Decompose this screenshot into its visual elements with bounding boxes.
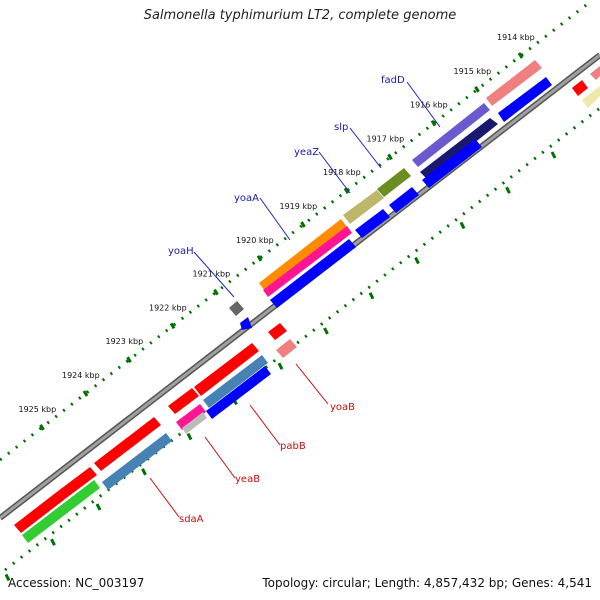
inner-long-tick [277,362,284,370]
tick-label: 1915 kbp [454,67,492,76]
tick-label: 1914 kbp [497,33,535,42]
outer-long-tick [474,86,480,93]
cds-yoaA[interactable] [355,209,390,238]
inner-long-tick [50,538,56,546]
label-yoaH: yoaH [168,246,194,257]
gene-right-pink[interactable] [590,66,600,80]
gene-yoaH[interactable] [229,301,244,316]
tick-label: 1918 kbp [323,168,361,177]
gene-yeaB-silver[interactable] [182,412,207,434]
label-sdaA: sdaA [179,514,204,525]
label-yeaB: yeaB [235,474,260,485]
outer-long-tick [256,255,263,262]
inner-tick-track [4,106,600,572]
gene-left-red[interactable] [14,491,65,533]
outer-long-tick [126,356,132,363]
inner-long-tick [323,327,329,335]
label-yoaA: yoaA [234,193,259,204]
gene-slp[interactable] [377,168,411,197]
outer-long-ticks [39,52,524,431]
gene-yeaB-pink[interactable] [176,404,206,430]
gene-yoaA-pink[interactable] [263,226,352,297]
label-pabB: pabB [280,441,306,452]
gene-right-khaki[interactable] [582,86,600,108]
outer-long-tick [213,288,219,296]
cds-pabB[interactable] [206,366,271,419]
tick-label: 1925 kbp [19,405,57,414]
cds-fadD[interactable] [420,118,498,180]
outer-long-tick [169,322,176,330]
gene-yoaB[interactable] [268,323,287,340]
gene-top-pink[interactable] [486,60,542,106]
reverse-strand-features [14,323,297,543]
gene-sdaA-steel[interactable] [102,433,172,490]
tick-label: 1922 kbp [149,303,187,312]
inner-long-tick [186,432,193,441]
outer-long-tick [387,153,393,161]
gene-pabB-steel[interactable] [203,355,268,408]
cds-top-blue[interactable] [498,77,552,122]
inner-long-tick [95,503,102,511]
label-yeaZ: yeaZ [294,147,319,158]
genome-summary-text: Topology: circular; Length: 4,857,432 bp… [262,576,592,590]
outer-long-tick [39,424,45,431]
gene-right-red[interactable] [572,80,588,96]
accession-text: Accession: NC_003197 [8,576,145,590]
gene-fadD[interactable] [412,103,490,167]
tick-label: 1921 kbp [193,270,231,279]
gene-pabB-red[interactable] [194,343,259,396]
map-title: Salmonella typhimurium LT2, complete gen… [143,8,457,23]
tick-label: 1920 kbp [236,236,274,245]
cds-yoaH[interactable] [240,317,252,330]
gene-left-red2[interactable] [58,467,97,499]
gene-labels: fadD slp yeaZ yoaA yoaH yoaB pabB yeaB s… [168,75,405,525]
tick-labels: 1914 kbp 1915 kbp 1916 kbp 1917 kbp 1918 kbp… [19,33,535,414]
cds-slp[interactable] [422,139,482,188]
inner-long-tick [4,573,11,582]
inner-long-tick [459,221,466,230]
inner-long-tick [550,151,557,159]
label-yoaB: yoaB [330,402,355,413]
gene-yeaZ[interactable] [343,190,384,224]
inner-long-tick [368,292,375,300]
outer-tick-track [0,0,591,462]
outer-long-tick [430,119,437,127]
tick-label: 1923 kbp [106,337,144,346]
inner-long-ticks [4,151,557,582]
gene-yoaB-pink[interactable] [276,339,297,358]
cds-yeaZ[interactable] [389,187,419,213]
forward-strand-features [229,60,600,330]
inner-long-tick [505,186,511,194]
tick-label: 1917 kbp [367,134,405,143]
outer-long-tick [300,221,306,228]
cds-yoaA-long[interactable] [270,239,356,308]
inner-long-tick [414,256,420,265]
tick-label: 1924 kbp [62,371,100,380]
gene-yeaB[interactable] [168,388,199,414]
outer-long-tick [82,390,89,397]
label-connectors [193,81,441,298]
tick-label: 1919 kbp [280,202,318,211]
gene-sdaA-red[interactable] [94,417,161,471]
inner-long-tick [141,468,147,476]
label-fadD: fadD [381,75,405,86]
gene-yoaA[interactable] [259,219,347,291]
tick-label: 1916 kbp [410,101,448,110]
label-connectors-rev [149,363,329,518]
outer-long-tick [343,187,350,194]
outer-long-tick [517,52,524,59]
label-slp: slp [334,122,348,133]
gene-left-green[interactable] [22,480,100,543]
